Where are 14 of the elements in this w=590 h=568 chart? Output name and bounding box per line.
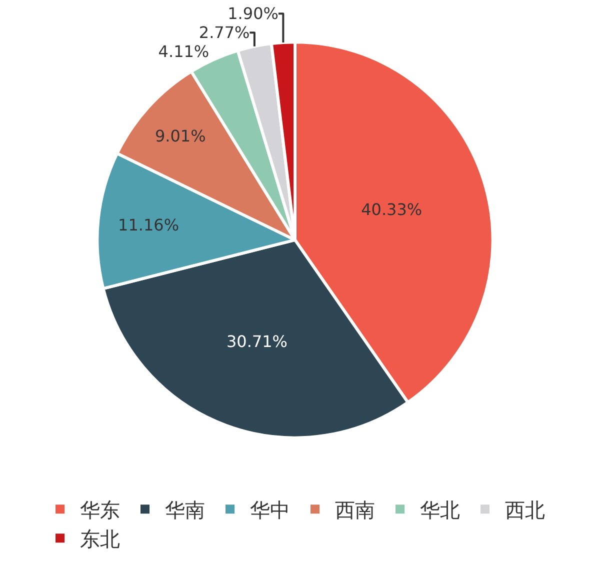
data-label: 11.16% (118, 215, 180, 234)
legend-label: 华南 (165, 498, 205, 522)
data-label: 40.33% (361, 200, 422, 220)
legend-label: 西北 (505, 498, 545, 522)
legend-label: 东北 (80, 526, 120, 551)
data-label: 30.71% (226, 332, 288, 352)
legend-label: 华东 (80, 498, 120, 522)
legend-label: 华中 (250, 498, 290, 522)
data-label: 4.11% (158, 42, 210, 62)
data-label: 2.77% (198, 23, 250, 42)
data-label: 9.01% (154, 126, 206, 146)
data-label: 1.90% (228, 4, 278, 24)
legend-label: 华北 (420, 498, 460, 522)
legend-label: 西南 (335, 498, 375, 522)
